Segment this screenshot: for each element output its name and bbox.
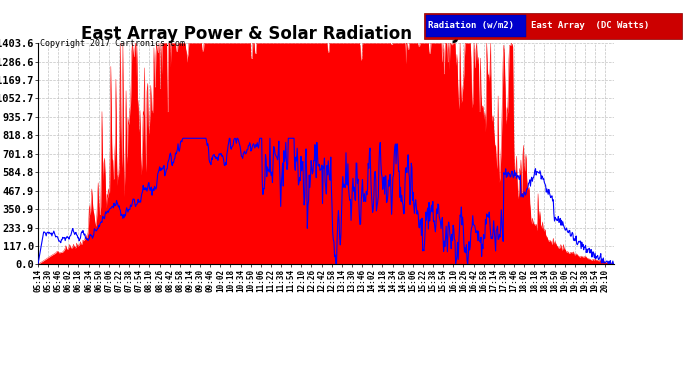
Text: Copyright 2017 Cartronics.com: Copyright 2017 Cartronics.com bbox=[40, 39, 185, 48]
Text: East Array  (DC Watts): East Array (DC Watts) bbox=[531, 21, 649, 30]
Title: East Array Power & Solar Radiation  Fri Jun 30 20:29: East Array Power & Solar Radiation Fri J… bbox=[81, 25, 571, 43]
Text: Radiation (w/m2): Radiation (w/m2) bbox=[428, 21, 514, 30]
